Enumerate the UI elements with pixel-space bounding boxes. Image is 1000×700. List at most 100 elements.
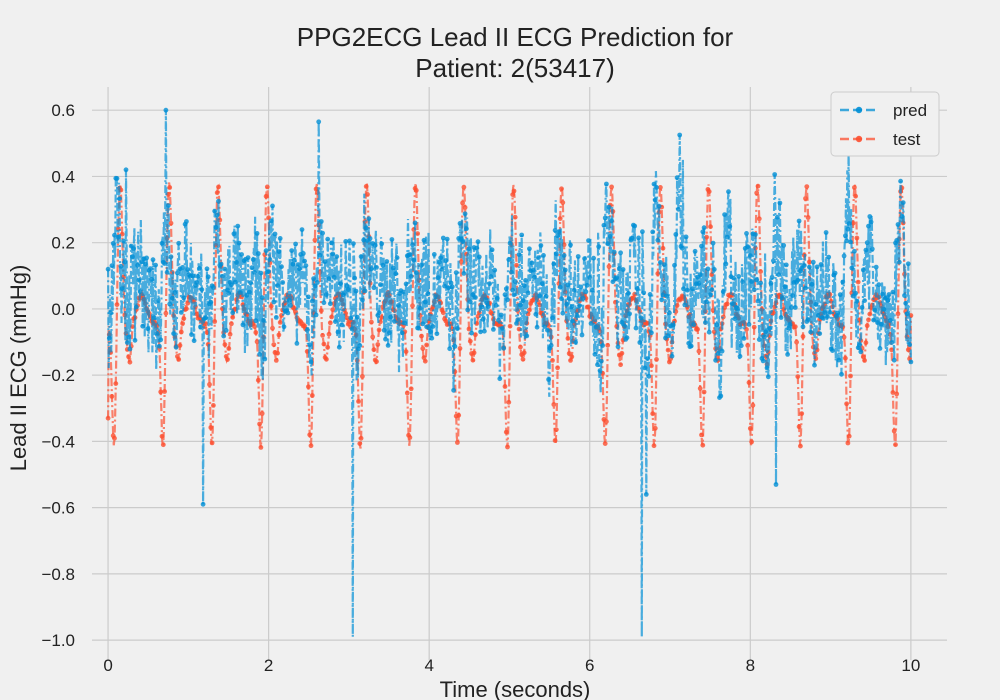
data-point-pred [890, 289, 896, 295]
data-point-pred [352, 275, 358, 281]
data-point-test [318, 308, 324, 314]
data-point-pred [645, 356, 650, 361]
data-point-pred [652, 197, 658, 203]
data-point-pred [905, 261, 911, 267]
data-point-test [844, 401, 849, 407]
data-point-test [602, 441, 608, 446]
data-point-pred [555, 233, 560, 239]
data-point-pred [809, 281, 815, 287]
data-point-pred [119, 286, 125, 291]
data-point-pred [566, 296, 572, 301]
data-point-pred [869, 246, 875, 252]
data-point-pred [871, 317, 876, 323]
data-point-pred [190, 273, 196, 279]
data-point-pred [568, 242, 573, 248]
data-point-test [320, 333, 325, 338]
data-point-test [792, 324, 798, 330]
data-point-test [207, 382, 212, 387]
data-point-pred [768, 280, 774, 286]
data-point-pred [550, 315, 555, 321]
data-point-pred [473, 295, 478, 300]
data-point-pred [552, 227, 558, 233]
data-point-test [507, 323, 513, 329]
data-point-test [665, 347, 671, 353]
data-point-pred [708, 292, 713, 297]
data-point-pred [412, 220, 418, 226]
data-point-test [745, 343, 751, 348]
data-point-pred [358, 254, 364, 259]
data-point-pred [907, 342, 912, 347]
data-point-pred [849, 265, 855, 271]
data-point-test [795, 374, 801, 379]
data-point-pred [755, 298, 761, 304]
data-point-pred [876, 282, 882, 287]
data-point-pred [537, 293, 543, 299]
data-point-pred [239, 252, 245, 257]
data-point-pred [676, 206, 681, 212]
data-point-test [606, 264, 612, 269]
data-point-pred [580, 295, 586, 301]
data-point-test [553, 427, 559, 432]
data-point-test [212, 319, 218, 324]
data-point-pred [762, 334, 767, 340]
data-point-pred [238, 290, 243, 295]
data-point-pred [795, 277, 801, 283]
data-point-pred [336, 344, 342, 350]
data-point-pred [900, 200, 906, 206]
y-tick-label: 0.0 [51, 300, 75, 319]
data-point-pred [343, 239, 349, 244]
data-point-test [704, 234, 709, 240]
data-point-pred [335, 329, 341, 335]
data-point-test [660, 245, 666, 251]
data-point-pred [360, 297, 365, 303]
y-axis-label: Lead II ECG (mmHg) [6, 265, 31, 472]
data-point-pred [363, 225, 369, 231]
data-point-pred [240, 322, 246, 328]
data-point-test [225, 357, 230, 362]
data-point-pred [316, 119, 322, 125]
data-point-test [263, 193, 269, 199]
data-point-pred [479, 304, 485, 310]
data-point-pred [534, 324, 540, 330]
data-point-test [181, 316, 187, 321]
data-point-pred [498, 312, 504, 318]
data-point-pred [548, 343, 554, 348]
data-point-pred [184, 219, 189, 224]
data-point-pred [489, 247, 495, 253]
data-point-pred [330, 251, 336, 257]
data-point-pred [817, 331, 823, 336]
data-point-pred [132, 337, 138, 343]
data-point-pred [758, 280, 763, 286]
data-point-pred [546, 377, 551, 382]
y-tick-label: −0.2 [41, 366, 75, 385]
data-point-pred [773, 482, 779, 487]
data-point-pred [312, 283, 318, 289]
data-point-pred [249, 265, 255, 271]
data-point-pred [771, 258, 776, 264]
data-point-test [113, 381, 119, 386]
data-point-pred [154, 330, 160, 336]
data-point-pred [538, 243, 544, 248]
data-point-pred [840, 279, 846, 285]
data-point-test [163, 310, 169, 316]
data-point-pred [703, 320, 708, 325]
data-point-pred [407, 252, 413, 257]
data-point-pred [719, 348, 725, 354]
data-point-test [891, 428, 897, 434]
data-point-test [209, 440, 215, 446]
data-point-pred [175, 270, 180, 276]
data-point-pred [582, 256, 587, 261]
data-point-pred [780, 295, 785, 301]
data-point-pred [230, 310, 236, 316]
data-point-test [854, 235, 860, 241]
data-point-pred [875, 320, 880, 325]
data-point-pred [327, 301, 333, 307]
data-point-pred [591, 255, 596, 261]
data-point-pred [749, 279, 754, 284]
data-point-pred [294, 341, 300, 346]
data-point-pred [859, 305, 865, 310]
data-point-pred [236, 240, 242, 246]
data-point-pred [536, 255, 541, 261]
data-point-test [455, 440, 460, 445]
data-point-pred [507, 241, 513, 246]
